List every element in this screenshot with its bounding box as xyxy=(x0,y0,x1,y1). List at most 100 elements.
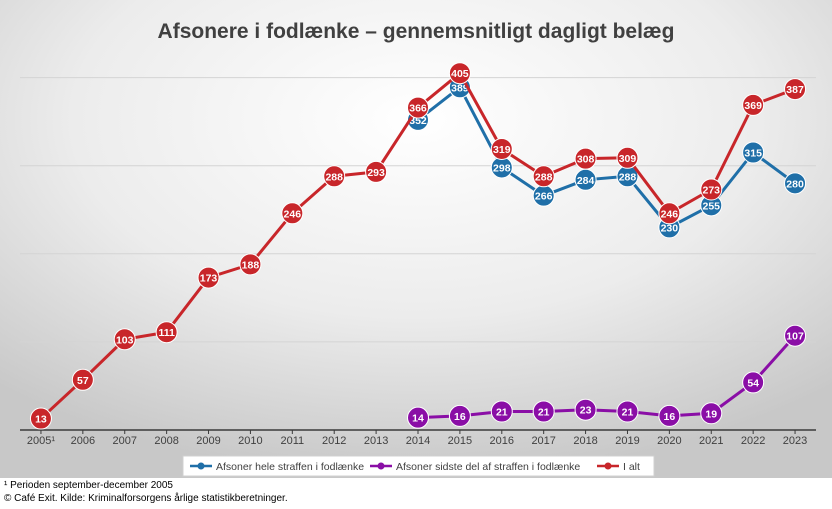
x-tick-label: 2006 xyxy=(71,435,95,447)
series-line xyxy=(417,334,797,420)
data-label: 21 xyxy=(496,407,508,419)
data-label: 315 xyxy=(744,148,762,160)
data-label: 369 xyxy=(744,100,762,112)
data-point xyxy=(700,402,723,425)
gridlines xyxy=(20,77,816,343)
legend-item: Afsoner sidste del af straffen i fodlænk… xyxy=(370,461,580,473)
x-tick-label: 2012 xyxy=(322,435,346,447)
data-point xyxy=(365,160,388,183)
data-label: 57 xyxy=(77,375,89,387)
series-2: 13 57 103 111 173 188 246 288 293 366 405 319 288 308… xyxy=(29,62,807,430)
data-label: 319 xyxy=(493,144,511,156)
data-point xyxy=(532,400,555,423)
data-point xyxy=(407,406,429,429)
data-label: 288 xyxy=(325,171,343,183)
data-label: 230 xyxy=(661,222,679,234)
data-point xyxy=(490,137,513,160)
data-label: 308 xyxy=(577,154,595,166)
x-tick-label: 2014 xyxy=(406,435,430,447)
data-label: 288 xyxy=(619,171,637,183)
data-point xyxy=(784,324,807,347)
data-label: 405 xyxy=(451,68,469,80)
x-tick-label: 2016 xyxy=(490,435,514,447)
x-tick-label: 2019 xyxy=(615,435,639,447)
data-point xyxy=(323,165,346,188)
data-label: 389 xyxy=(451,82,469,94)
data-point xyxy=(113,328,136,351)
legend-box xyxy=(182,455,655,477)
data-label: 19 xyxy=(705,408,717,420)
data-point xyxy=(742,93,765,116)
data-point xyxy=(784,172,807,195)
data-label: 273 xyxy=(702,185,720,197)
x-tick-label: 2009 xyxy=(196,435,220,447)
data-label: 21 xyxy=(622,407,634,419)
data-label: 387 xyxy=(786,84,804,96)
x-tick-label: 2018 xyxy=(573,435,597,447)
legend-marker xyxy=(377,462,385,470)
data-point xyxy=(281,202,304,225)
data-label: 288 xyxy=(535,171,553,183)
legend-marker xyxy=(604,462,612,470)
data-label: 111 xyxy=(158,327,175,339)
data-label: 366 xyxy=(409,103,427,115)
data-point xyxy=(448,404,471,427)
x-tick-label: 2007 xyxy=(112,435,136,447)
data-point xyxy=(155,321,178,344)
legend-item: Afsoner hele straffen i fodlænke xyxy=(190,461,364,473)
data-point xyxy=(616,400,639,423)
x-tick-label: 2013 xyxy=(364,435,388,447)
data-point xyxy=(71,368,94,391)
data-label: 246 xyxy=(661,208,679,220)
legend-item: I alt xyxy=(597,461,640,473)
data-label: 266 xyxy=(535,191,553,203)
x-tick-label: 2010 xyxy=(238,435,262,447)
data-label: 103 xyxy=(116,334,134,346)
data-point xyxy=(742,141,765,164)
data-label: 352 xyxy=(409,115,427,127)
data-label: 284 xyxy=(577,175,595,187)
x-tick-label: 2021 xyxy=(699,435,723,447)
data-point xyxy=(574,147,597,170)
chart: Afsonere i fodlænke – gennemsnitligt dag… xyxy=(0,0,832,478)
x-tick-label: 2017 xyxy=(531,435,555,447)
data-point xyxy=(616,146,639,169)
data-point xyxy=(784,78,807,101)
x-tick-label: 2008 xyxy=(154,435,178,447)
data-label: 280 xyxy=(786,178,804,190)
x-tick-label: 2011 xyxy=(280,435,304,447)
footnotes: ¹ Perioden september-december 2005 © Caf… xyxy=(4,479,288,505)
x-tick-label: 2005¹ xyxy=(27,435,55,447)
x-tick-label: 2015 xyxy=(448,435,472,447)
legend-label: Afsoner hele straffen i fodlænke xyxy=(216,461,364,473)
legend-label: I alt xyxy=(623,461,640,473)
chart-title: Afsonere i fodlænke – gennemsnitligt dag… xyxy=(158,20,675,43)
data-label: 188 xyxy=(242,259,260,271)
data-label: 255 xyxy=(702,200,720,212)
footnote-source: © Café Exit. Kilde: Kriminalforsorgens å… xyxy=(4,493,288,504)
series-layer: 352 389 298 266 284 288 230 255 315 280 14 16 21 21 23… xyxy=(29,62,807,430)
data-point xyxy=(29,407,52,430)
data-label: 23 xyxy=(580,405,592,417)
data-point xyxy=(448,62,471,85)
data-point xyxy=(700,178,723,201)
footnote-period: ¹ Perioden september-december 2005 xyxy=(4,480,173,491)
data-label: 298 xyxy=(493,162,511,174)
data-label: 16 xyxy=(664,411,676,423)
data-point xyxy=(490,400,513,423)
data-point xyxy=(658,202,681,225)
x-axis: 2005¹ 2006 2007 2008 2009 2010 2011 2012 2013 201… xyxy=(20,429,816,447)
data-label: 246 xyxy=(284,208,302,220)
data-point xyxy=(742,371,765,394)
data-point xyxy=(197,266,220,289)
data-point xyxy=(532,165,555,188)
data-point xyxy=(574,398,597,421)
data-label: 309 xyxy=(619,153,637,165)
chart-svg: Afsonere i fodlænke – gennemsnitligt dag… xyxy=(0,0,832,478)
data-label: 14 xyxy=(412,413,424,425)
series-1: 14 16 21 21 23 21 16 19 54 107 xyxy=(407,324,807,429)
data-label: 54 xyxy=(747,377,759,389)
data-point xyxy=(658,404,681,427)
x-tick-label: 2020 xyxy=(657,435,681,447)
data-point xyxy=(239,253,262,276)
